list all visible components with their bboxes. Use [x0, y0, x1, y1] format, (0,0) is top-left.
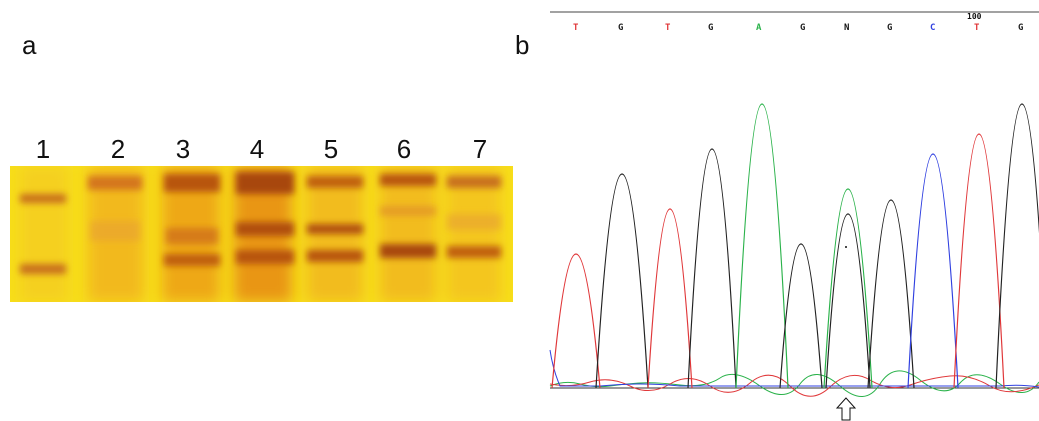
base-call: G: [1018, 23, 1023, 33]
gel-image: [10, 166, 513, 302]
peak-g: [687, 148, 737, 389]
lane-number-6: 6: [396, 134, 412, 164]
gel-bands: [20, 172, 501, 274]
peak-dot: [845, 246, 847, 248]
trace-noise-green: [549, 370, 1039, 397]
base-call: T: [974, 23, 980, 33]
base-call: N: [844, 23, 849, 33]
up-arrow-outline-icon: [835, 397, 857, 421]
peak-g: [995, 103, 1039, 389]
position-label-100: 100: [967, 12, 982, 21]
lane-number-2: 2: [110, 134, 126, 164]
panel-label-b: b: [515, 30, 530, 60]
lane-number-5: 5: [323, 134, 339, 164]
lane-number-3: 3: [175, 134, 191, 164]
peak-n-black: [825, 213, 871, 389]
lane-number-4: 4: [249, 134, 265, 164]
lane-number-7: 7: [472, 134, 488, 164]
base-call: G: [618, 23, 623, 33]
base-call: G: [708, 23, 713, 33]
base-call: T: [573, 23, 579, 33]
base-call: T: [665, 23, 671, 33]
peak-t: [953, 133, 1005, 389]
peak-g: [867, 199, 915, 389]
peak-g: [595, 173, 649, 389]
base-call: C: [930, 23, 935, 33]
peak-t: [647, 208, 693, 389]
sequencing-chromatogram: 100 T G T G A G N G C T G: [549, 11, 1039, 421]
peak-c: [907, 153, 959, 389]
peak-n-green: [823, 188, 873, 389]
base-call: G: [800, 23, 805, 33]
peak-a: [735, 103, 789, 389]
base-call: A: [756, 23, 762, 33]
peak-t: [551, 253, 601, 389]
trace-noise-blue: [549, 349, 1039, 388]
base-call: G: [887, 23, 892, 33]
peak-g: [779, 243, 823, 389]
lane-number-1: 1: [35, 134, 51, 164]
panel-label-a: a: [22, 30, 37, 60]
